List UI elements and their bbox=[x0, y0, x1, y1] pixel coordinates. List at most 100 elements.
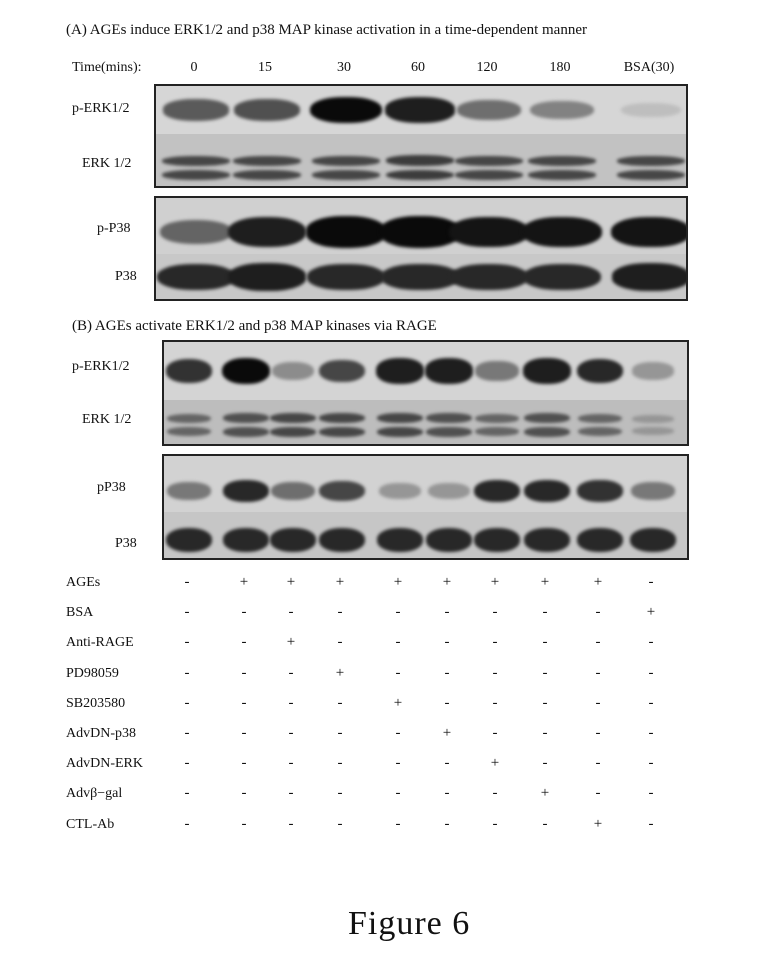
treatment-label-advdn-p38: AdvDN-p38 bbox=[66, 726, 136, 741]
band-pp38-lane-6 bbox=[428, 483, 470, 499]
treatment-ages-lane-5: + bbox=[393, 574, 403, 590]
treatment-pd98059-lane-5: - bbox=[395, 664, 401, 681]
treatment-ages-lane-4: + bbox=[335, 574, 345, 590]
treatment-ages-lane-10: - bbox=[648, 574, 654, 590]
treatment-sb203580-lane-7: - bbox=[492, 694, 498, 711]
treatment-anti-rage-lane-7: - bbox=[492, 634, 498, 651]
band-p38-lane-6 bbox=[523, 263, 601, 291]
treatment-pd98059-lane-7: - bbox=[492, 664, 498, 681]
figure-caption: Figure 6 bbox=[348, 905, 471, 942]
band-p38-lane-7 bbox=[473, 527, 521, 553]
band-p-erk1-2-lane-3 bbox=[271, 362, 315, 380]
band-erk-1-2-lane-6 bbox=[528, 155, 596, 166]
treatment-ages-lane-2: + bbox=[239, 574, 249, 590]
row-label-p-erk1-2: p-ERK1/2 bbox=[72, 101, 130, 116]
band-erk-1-2-lane-10-lower bbox=[632, 427, 674, 435]
band-p38-lane-2 bbox=[227, 263, 307, 291]
treatment-label-sb203580: SB203580 bbox=[66, 695, 126, 711]
band-erk-1-2-lane-2 bbox=[233, 155, 301, 166]
treatment-advdn-erk-lane-4: - bbox=[337, 755, 343, 772]
band-p-p38-lane-7 bbox=[611, 216, 686, 248]
band-erk-1-2-lane-6-lower bbox=[528, 170, 596, 181]
treatment-pd98059-lane-4: + bbox=[335, 664, 345, 681]
blot-b-erk bbox=[162, 340, 689, 446]
band-erk-1-2-lane-9-lower bbox=[577, 427, 623, 437]
treatment-advdn-erk-lane-8: - bbox=[542, 755, 548, 772]
treatment-ages-lane-6: + bbox=[442, 574, 452, 590]
treatment-ages-lane-1: - bbox=[184, 574, 190, 590]
treatment-pd98059-lane-2: - bbox=[241, 664, 247, 681]
band-erk-1-2-lane-4-lower bbox=[319, 427, 365, 438]
treatment-anti-rage-lane-2: - bbox=[241, 634, 247, 651]
band-erk-1-2-lane-5 bbox=[455, 155, 523, 166]
band-erk-1-2-lane-2-lower bbox=[233, 170, 301, 181]
band-erk-1-2-lane-3-lower bbox=[270, 427, 316, 438]
treatment-adv-gal-lane-2: - bbox=[241, 785, 247, 802]
treatment-ctl-ab-lane-7: - bbox=[492, 815, 498, 832]
blot-a-erk bbox=[154, 84, 688, 188]
band-erk-1-2-lane-6-lower bbox=[426, 427, 472, 437]
band-erk-1-2-lane-1 bbox=[166, 413, 212, 423]
band-p38-lane-1 bbox=[157, 263, 235, 291]
band-p-erk1-2-lane-2 bbox=[233, 99, 301, 121]
treatment-anti-rage-lane-3: + bbox=[286, 634, 296, 651]
treatment-adv-gal-lane-6: - bbox=[444, 785, 450, 802]
band-p38-lane-5 bbox=[376, 527, 424, 553]
band-p-erk1-2-lane-4 bbox=[319, 359, 365, 383]
band-erk-1-2-lane-5 bbox=[377, 412, 423, 423]
band-p-erk1-2-lane-5 bbox=[376, 358, 424, 384]
band-erk-1-2-lane-4 bbox=[319, 412, 365, 423]
timepoint-15: 15 bbox=[258, 60, 272, 75]
band-pp38-lane-5 bbox=[379, 483, 421, 499]
band-erk-1-2-lane-7 bbox=[474, 413, 520, 423]
treatment-advdn-erk-lane-7: + bbox=[490, 755, 500, 772]
band-p38-lane-9 bbox=[576, 527, 624, 553]
treatment-adv-gal-lane-10: - bbox=[648, 785, 654, 802]
band-pp38-lane-4 bbox=[319, 480, 365, 502]
b-row-label-erk-1-2: ERK 1/2 bbox=[82, 412, 132, 427]
treatment-advdn-erk-lane-3: - bbox=[288, 755, 294, 772]
treatment-advdn-p38-lane-5: - bbox=[395, 725, 401, 741]
band-erk-1-2-lane-9 bbox=[577, 413, 623, 423]
band-p-erk1-2-lane-7 bbox=[475, 361, 519, 381]
treatment-advdn-p38-lane-4: - bbox=[337, 725, 343, 741]
treatment-bsa-lane-1: - bbox=[184, 604, 190, 621]
band-p38-lane-4 bbox=[318, 527, 366, 553]
blot-b-p38 bbox=[162, 454, 689, 560]
b-row-label-p38: P38 bbox=[115, 536, 137, 551]
treatment-ctl-ab-lane-6: - bbox=[444, 815, 450, 832]
treatment-ctl-ab-lane-8: - bbox=[542, 815, 548, 832]
band-erk-1-2-lane-4 bbox=[386, 155, 454, 166]
band-p-p38-lane-3 bbox=[306, 216, 386, 248]
band-erk-1-2-lane-4-lower bbox=[386, 170, 454, 181]
treatment-advdn-erk-lane-5: - bbox=[395, 755, 401, 772]
band-pp38-lane-9 bbox=[576, 480, 624, 502]
band-p-p38-lane-4 bbox=[380, 216, 460, 248]
treatment-ctl-ab-lane-5: - bbox=[395, 815, 401, 832]
treatment-advdn-erk-lane-2: - bbox=[241, 755, 247, 772]
band-p38-lane-3 bbox=[269, 527, 317, 553]
treatment-sb203580-lane-8: - bbox=[542, 694, 548, 711]
band-p-erk1-2-lane-2 bbox=[221, 357, 271, 385]
treatment-label-ages: AGEs bbox=[66, 575, 101, 590]
band-p-erk1-2-lane-10 bbox=[632, 362, 674, 380]
treatment-pd98059-lane-10: - bbox=[648, 664, 654, 681]
blot-a-p38 bbox=[154, 196, 688, 301]
band-p-erk1-2-lane-1 bbox=[165, 359, 213, 383]
band-p-erk1-2-lane-3 bbox=[310, 96, 382, 124]
treatment-sb203580-lane-5: + bbox=[393, 694, 403, 711]
treatment-anti-rage-lane-8: - bbox=[542, 634, 548, 651]
treatment-ctl-ab-lane-3: - bbox=[288, 815, 294, 832]
band-p38-lane-8 bbox=[523, 527, 571, 553]
treatment-ctl-ab-lane-2: - bbox=[241, 815, 247, 832]
timepoint-0: 0 bbox=[190, 60, 198, 75]
band-p38-lane-5 bbox=[450, 263, 528, 291]
band-erk-1-2-lane-1-lower bbox=[162, 170, 230, 181]
band-erk-1-2-lane-8-lower bbox=[524, 427, 570, 437]
band-p38-lane-6 bbox=[425, 527, 473, 553]
treatment-advdn-erk-lane-9: - bbox=[595, 755, 601, 772]
timepoint-30: 30 bbox=[337, 60, 351, 75]
b-row-label-p-erk1-2: p-ERK1/2 bbox=[72, 359, 130, 374]
treatment-ctl-ab-lane-4: - bbox=[337, 815, 343, 832]
treatment-bsa-lane-4: - bbox=[337, 604, 343, 621]
